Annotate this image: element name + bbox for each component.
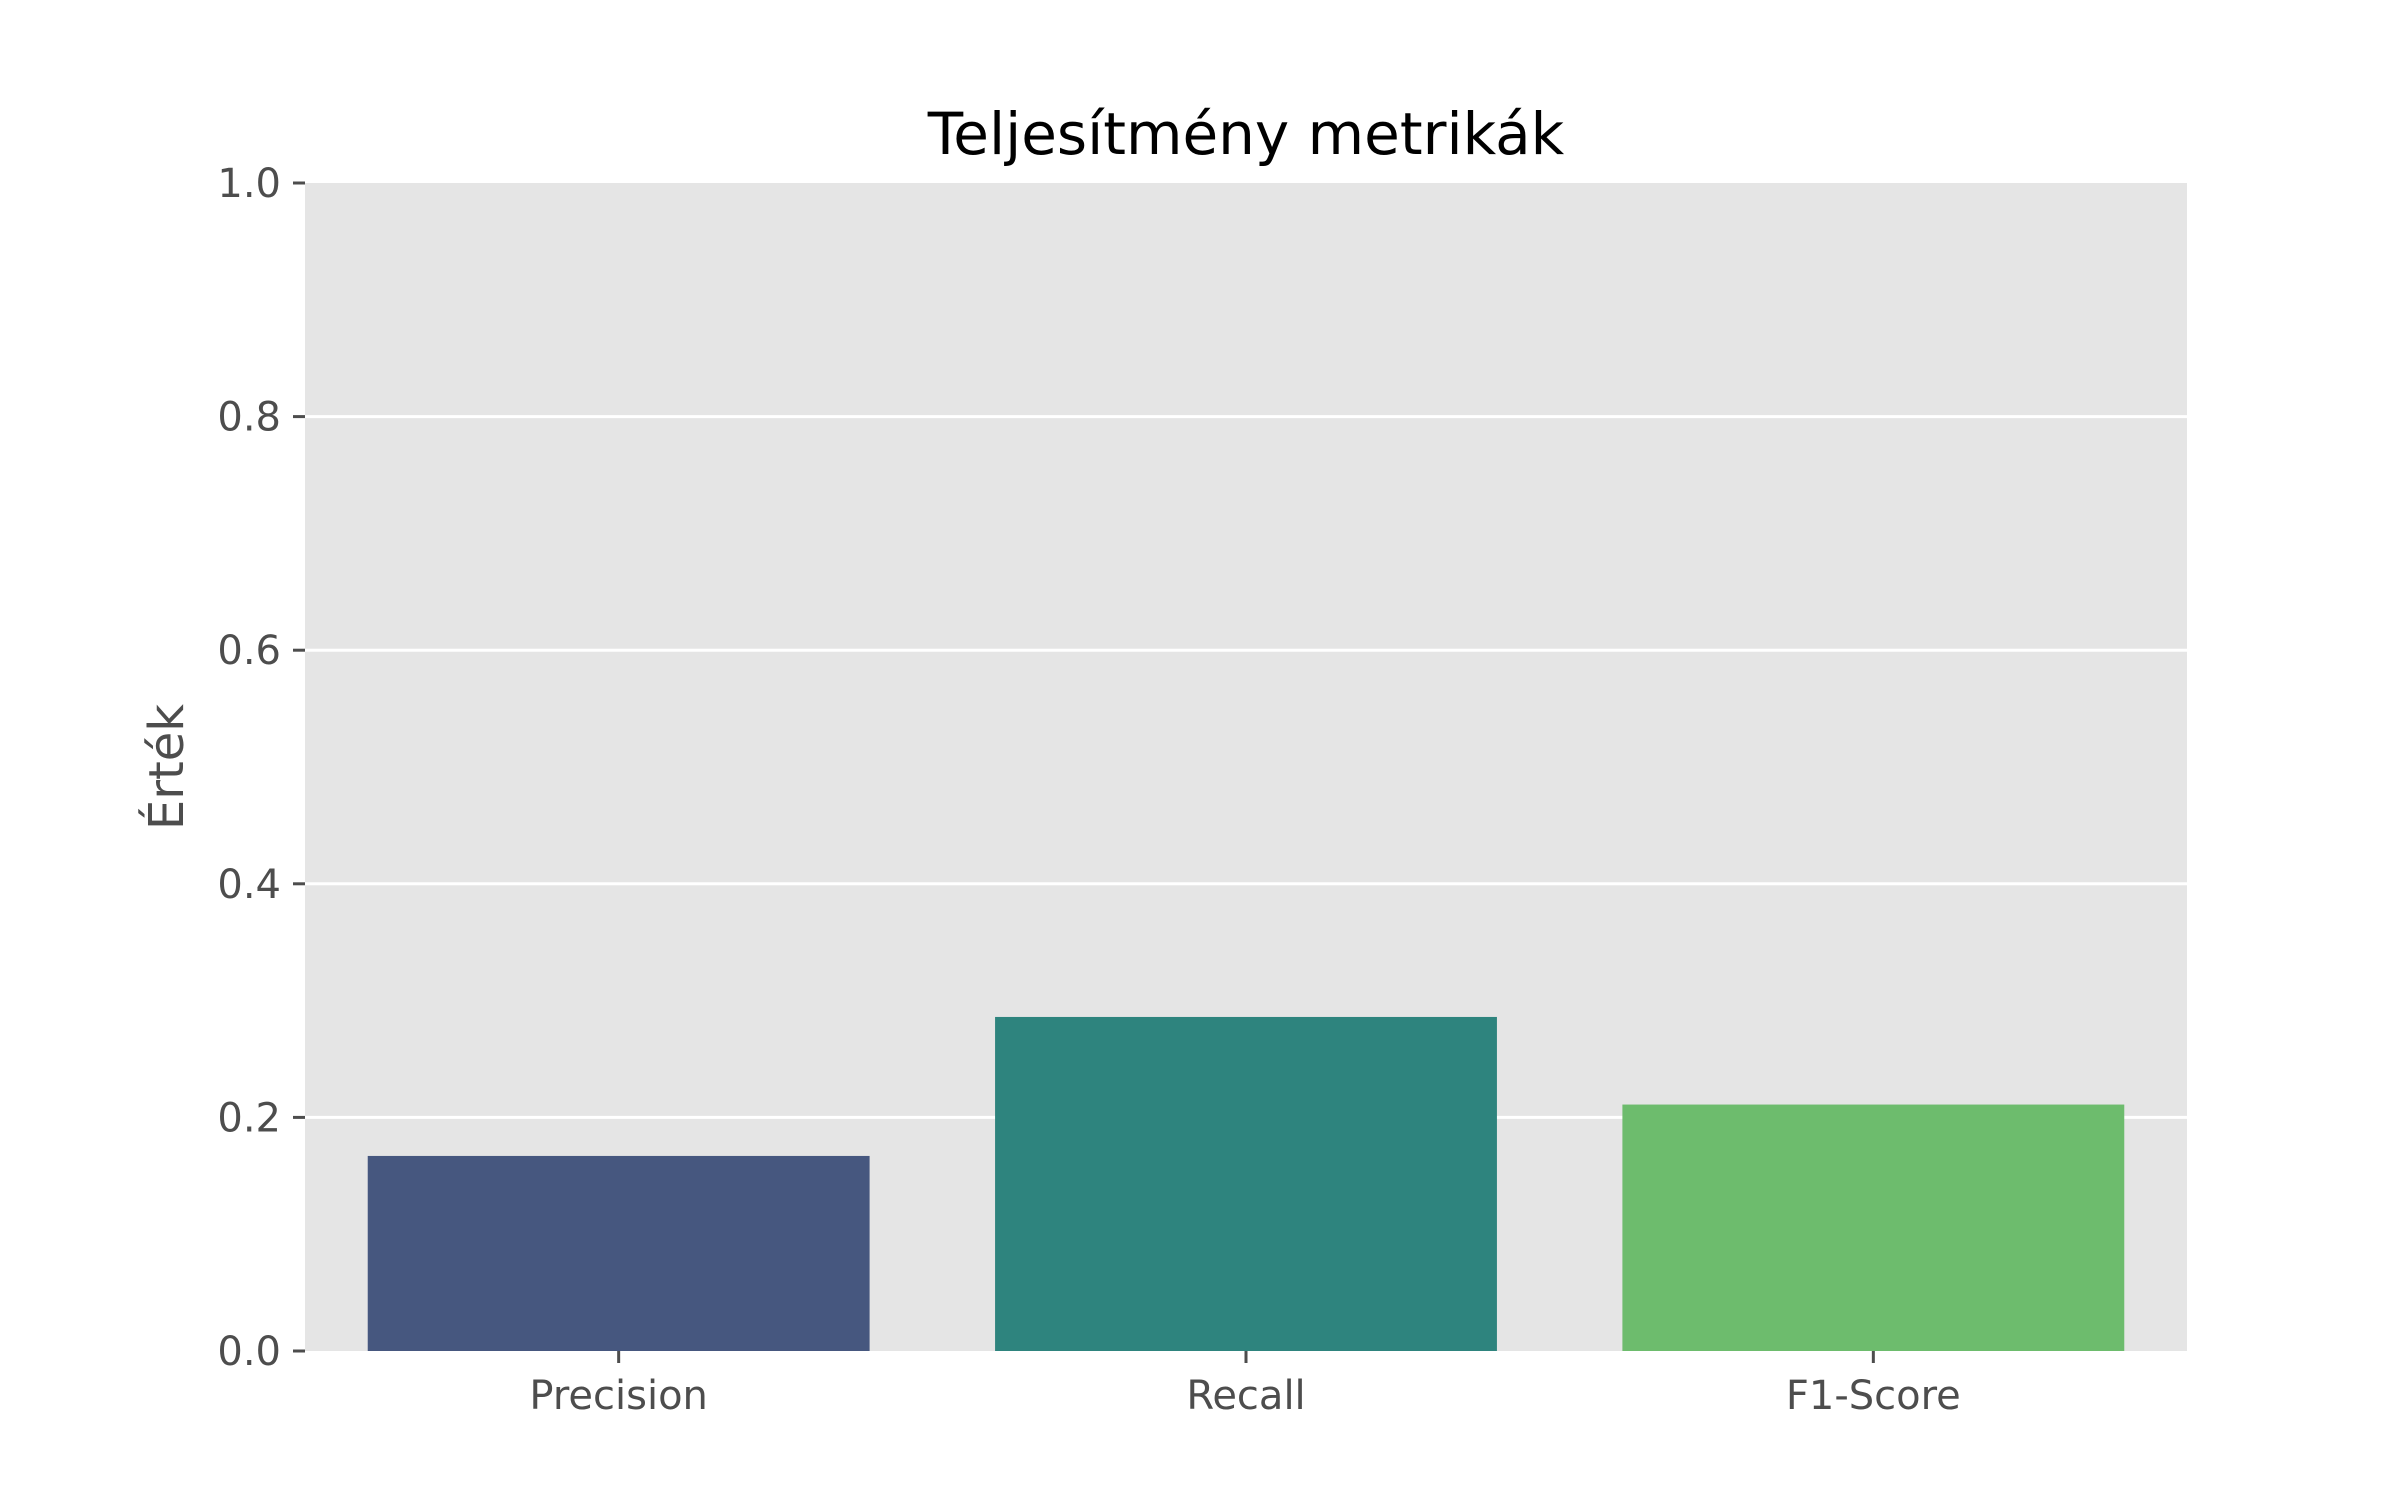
x-tick-label: Precision	[529, 1373, 707, 1419]
y-tick-label: 0.0	[217, 1329, 281, 1375]
y-tick-label: 0.2	[217, 1095, 281, 1141]
y-tick-label: 0.8	[217, 395, 281, 441]
bar-recall	[995, 1016, 1497, 1351]
y-tick-label: 1.0	[217, 161, 281, 207]
x-axis: Precision Recall F1-Score	[529, 1351, 1961, 1419]
x-tick-label: F1-Score	[1786, 1373, 1961, 1419]
y-axis-label: Érték	[138, 704, 195, 830]
y-axis: 0.0 0.2 0.4 0.6 0.8 1.0	[217, 161, 305, 1375]
x-tick-label: Recall	[1186, 1373, 1305, 1419]
bar-f1-score	[1622, 1104, 2125, 1351]
bars	[367, 1016, 2125, 1351]
chart-title: Teljesítmény metrikák	[927, 100, 1565, 168]
bar-precision	[367, 1155, 870, 1351]
y-tick-label: 0.6	[217, 628, 281, 674]
y-tick-label: 0.4	[217, 862, 281, 908]
